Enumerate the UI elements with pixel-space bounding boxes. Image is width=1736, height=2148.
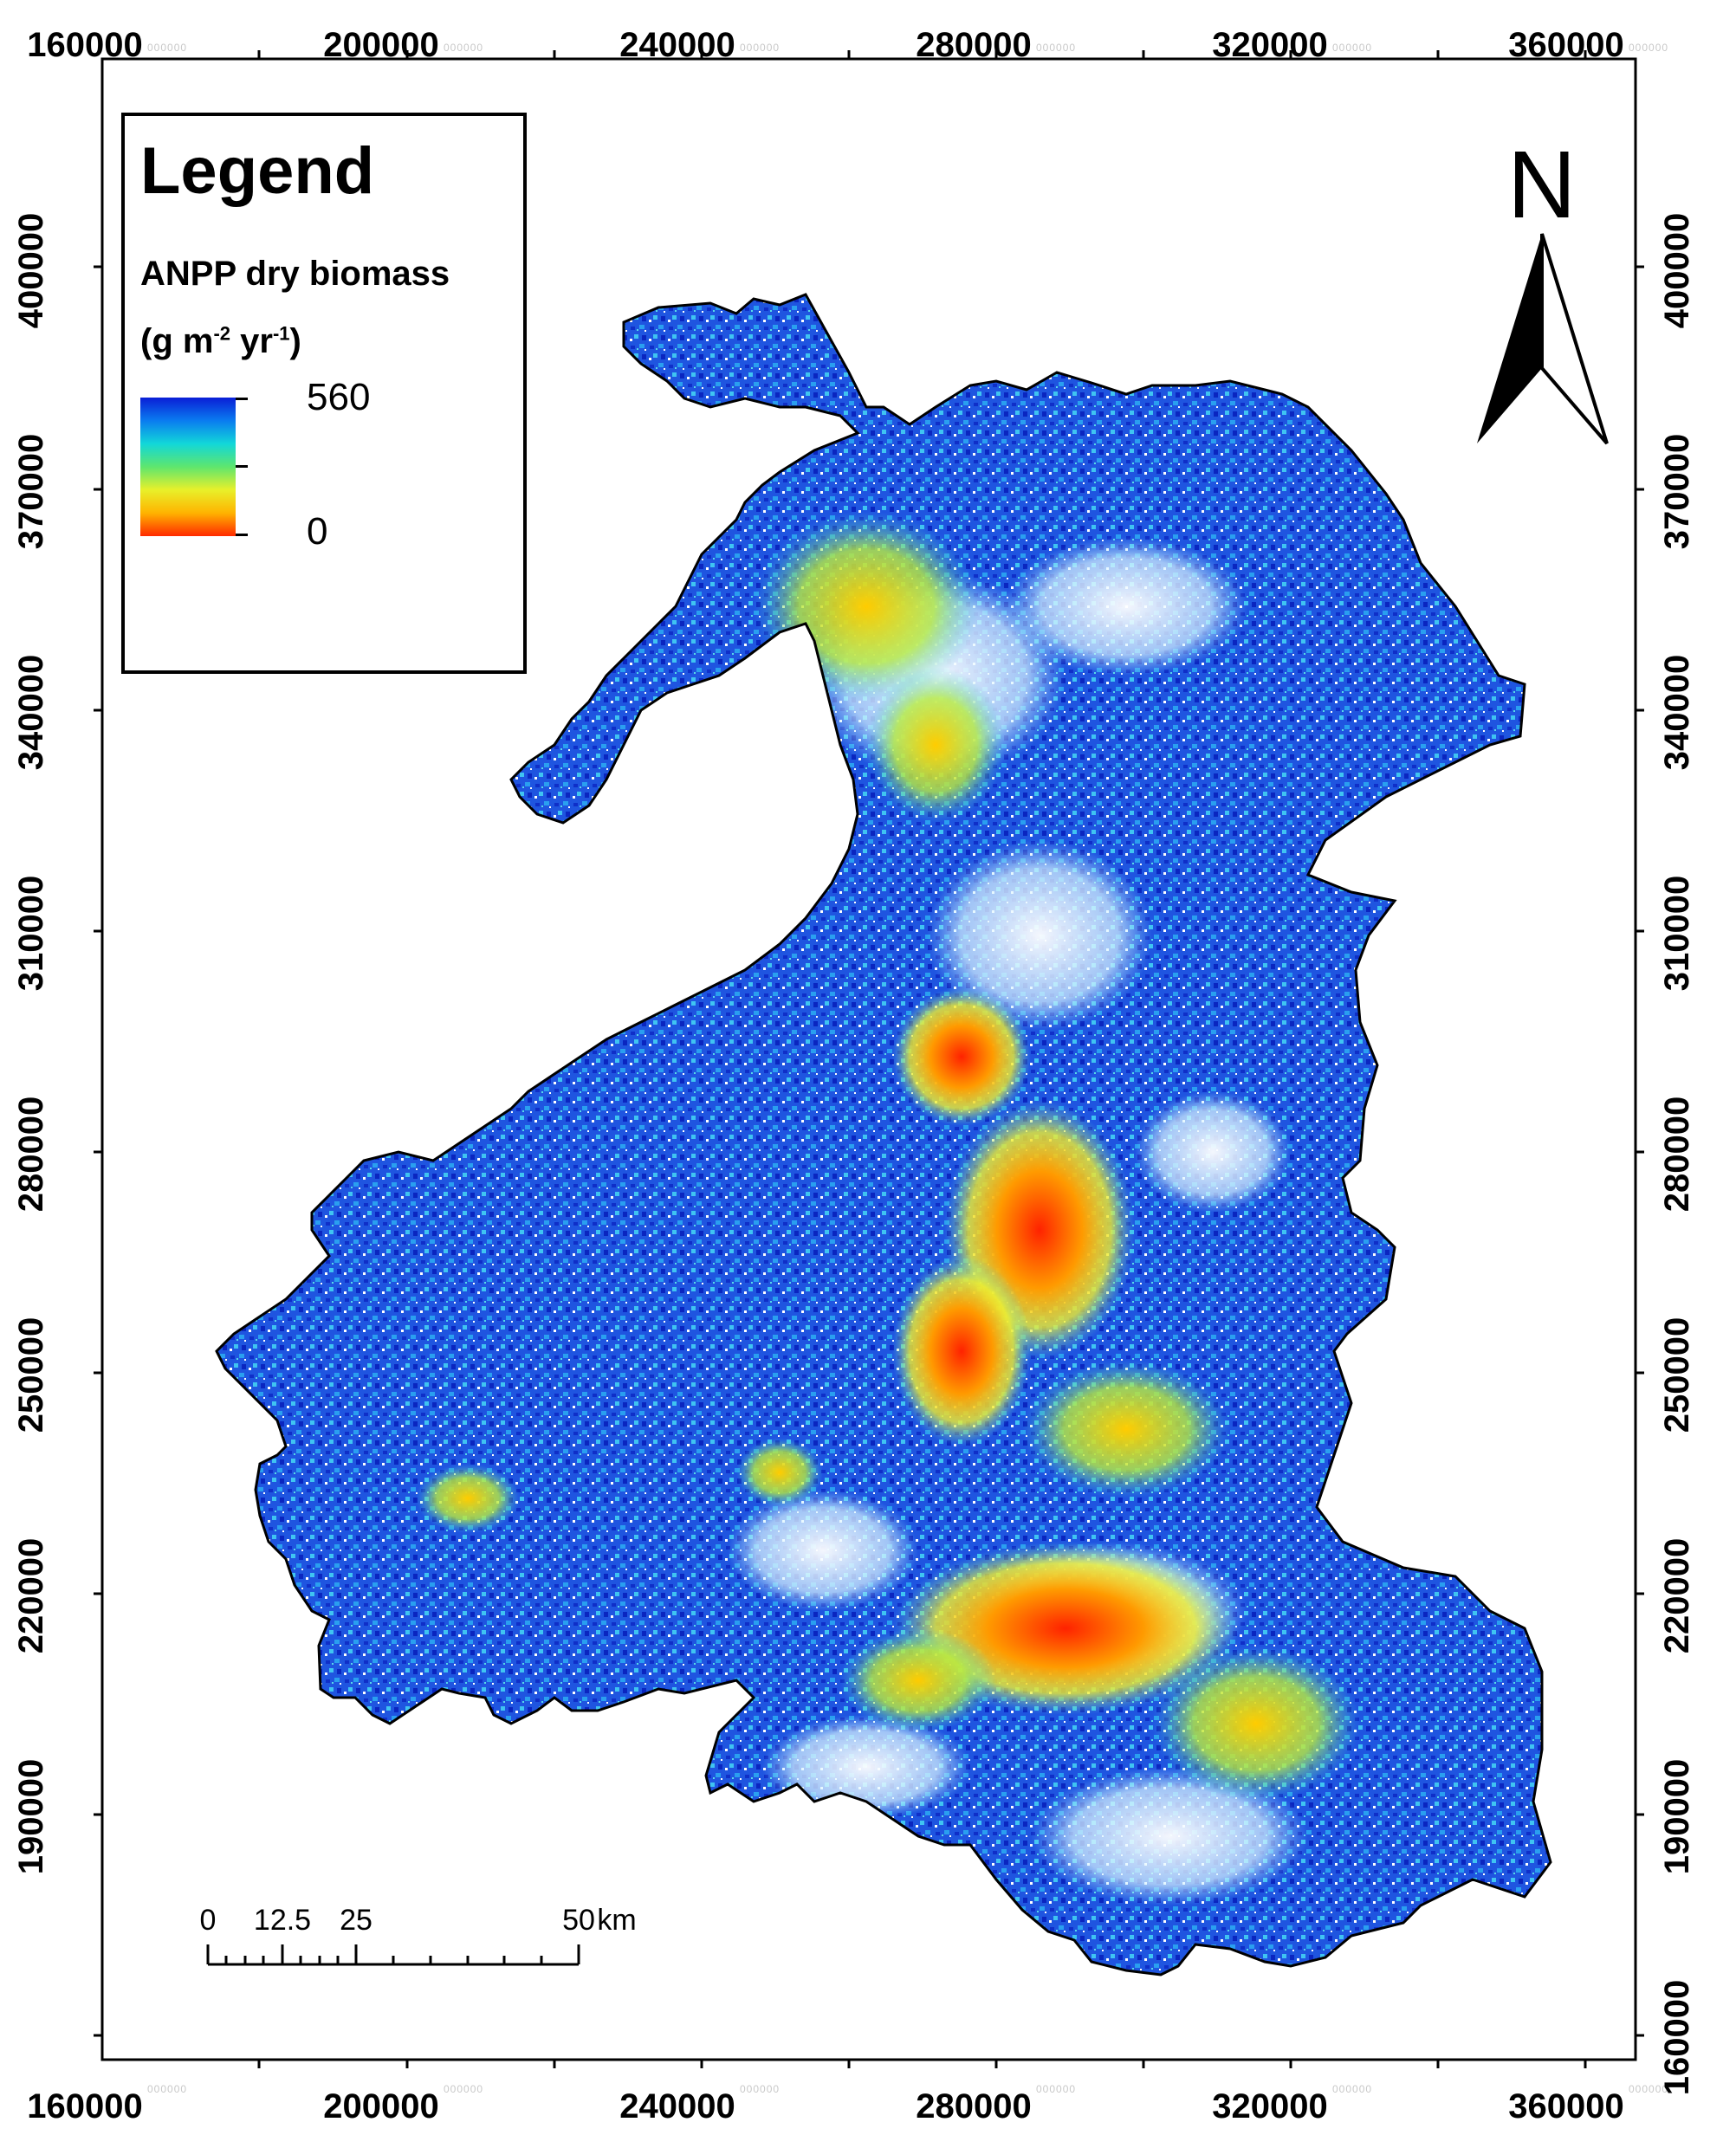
x-tick-ghost: 000000 <box>1332 42 1373 54</box>
y-tick-label: 220000 <box>1658 1537 1697 1654</box>
legend-variable: ANPP dry biomass <box>140 255 450 293</box>
scale-label: 50 <box>562 1904 595 1937</box>
x-tick-label: 160000 <box>27 26 143 64</box>
north-label: N <box>1507 132 1577 238</box>
y-tick-label: 190000 <box>12 1758 51 1875</box>
legend-unit: (g m-2 yr-1) <box>140 322 301 360</box>
legend-color-ramp <box>140 398 236 536</box>
x-tick-ghost: 000000 <box>1036 2083 1077 2095</box>
y-tick-label: 280000 <box>12 1096 51 1213</box>
x-tick-label: 320000 <box>1212 26 1328 64</box>
x-tick-label: 200000 <box>323 26 439 64</box>
x-tick-ghost: 000000 <box>1036 42 1077 54</box>
x-tick-label: 160000 <box>27 2087 143 2125</box>
x-tick-label: 360000 <box>1508 2087 1624 2125</box>
x-tick-label: 240000 <box>619 26 735 64</box>
y-tick-label: 370000 <box>1658 433 1697 550</box>
y-tick-label: 400000 <box>12 212 51 329</box>
x-tick-label: 360000 <box>1508 26 1624 64</box>
y-tick-label: 220000 <box>12 1537 51 1654</box>
x-tick-ghost: 000000 <box>444 2083 484 2095</box>
y-tick-label: 280000 <box>1658 1096 1697 1213</box>
axis-ticks <box>94 50 1644 2068</box>
x-tick-ghost: 000000 <box>740 42 781 54</box>
legend-max-label: 560 <box>307 376 371 418</box>
scale-unit: km <box>597 1904 637 1937</box>
y-tick-label: 190000 <box>1658 1758 1697 1875</box>
x-tick-label: 200000 <box>323 2087 439 2125</box>
x-tick-ghost: 000000 <box>1332 2083 1373 2095</box>
x-tick-ghost: 000000 <box>740 2083 781 2095</box>
y-tick-label: 340000 <box>12 654 51 771</box>
y-tick-label: 370000 <box>12 433 51 550</box>
x-tick-ghost: 000000 <box>1629 42 1669 54</box>
x-tick-ghost: 000000 <box>147 2083 188 2095</box>
y-tick-label: 400000 <box>1658 212 1697 329</box>
x-tick-label: 320000 <box>1212 2087 1328 2125</box>
scale-label: 12.5 <box>253 1904 312 1937</box>
scale-label: 25 <box>340 1904 372 1937</box>
legend-box: Legend ANPP dry biomass (g m-2 yr-1) 560… <box>121 113 527 674</box>
y-tick-label: 250000 <box>12 1317 51 1433</box>
x-tick-label: 240000 <box>619 2087 735 2125</box>
y-tick-label: 310000 <box>1658 875 1697 992</box>
x-tick-label: 280000 <box>916 26 1032 64</box>
y-tick-label: 310000 <box>12 875 51 992</box>
legend-min-label: 0 <box>307 510 328 553</box>
legend-ramp-tick <box>236 534 248 536</box>
legend-ramp-tick <box>236 465 248 468</box>
legend-title: Legend <box>140 134 375 208</box>
legend-ramp-tick <box>236 398 248 400</box>
y-tick-label: 160000 <box>1658 1979 1697 2096</box>
x-tick-label: 280000 <box>916 2087 1032 2125</box>
x-tick-ghost: 000000 <box>1629 2083 1669 2095</box>
scale-label: 0 <box>199 1904 217 1937</box>
north-arrow-icon <box>1477 233 1609 445</box>
y-tick-label: 340000 <box>1658 654 1697 771</box>
x-tick-ghost: 000000 <box>147 42 188 54</box>
x-tick-ghost: 000000 <box>444 42 484 54</box>
scale-bar <box>206 1944 580 1966</box>
y-tick-label: 250000 <box>1658 1317 1697 1433</box>
